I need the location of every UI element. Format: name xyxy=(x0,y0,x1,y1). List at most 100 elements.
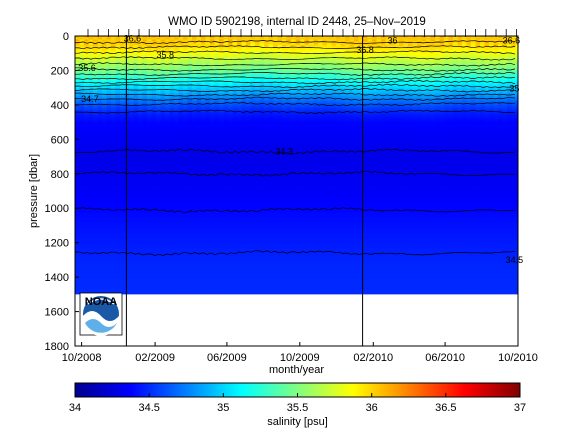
heatmap-cell xyxy=(115,85,121,89)
heatmap-cell xyxy=(84,271,89,275)
heatmap-cell xyxy=(75,251,80,254)
heatmap-cell xyxy=(102,161,107,164)
heatmap-cell xyxy=(106,170,112,173)
heatmap-cell xyxy=(88,275,94,278)
heatmap-cell xyxy=(88,222,94,225)
heatmap-cell xyxy=(75,110,80,113)
heatmap-cell xyxy=(84,85,89,89)
heatmap-cell xyxy=(115,115,121,118)
heatmap-cell xyxy=(124,84,130,87)
heatmap-cell xyxy=(115,204,121,207)
heatmap-cell xyxy=(129,227,134,230)
heatmap-cell xyxy=(124,230,130,233)
heatmap-cell xyxy=(93,160,98,163)
heatmap-cell xyxy=(84,113,89,116)
heatmap-cell xyxy=(93,194,98,197)
heatmap-cell xyxy=(111,180,116,183)
heatmap-cell xyxy=(111,113,116,116)
heatmap-cell xyxy=(106,266,112,269)
heatmap-cell xyxy=(115,103,121,106)
heatmap-cell xyxy=(84,36,89,39)
heatmap-cell xyxy=(106,147,112,151)
heatmap-cell xyxy=(111,270,116,273)
heatmap-cell xyxy=(84,247,89,250)
heatmap-cell xyxy=(129,49,134,52)
heatmap-cell xyxy=(124,118,130,121)
heatmap-cell xyxy=(79,91,85,94)
heatmap-cell xyxy=(124,234,130,237)
heatmap-cell xyxy=(106,154,112,157)
heatmap-cell xyxy=(106,67,112,70)
heatmap-cell xyxy=(75,111,80,114)
heatmap-cell xyxy=(79,215,85,218)
heatmap-cell xyxy=(102,278,107,281)
heatmap-cell xyxy=(97,108,103,111)
heatmap-cell xyxy=(75,292,80,295)
heatmap-cell xyxy=(124,172,130,175)
heatmap-cell xyxy=(111,89,116,92)
heatmap-cell xyxy=(93,115,98,118)
heatmap-cell xyxy=(102,101,107,104)
heatmap-cell xyxy=(88,227,94,230)
heatmap-cell xyxy=(79,110,85,113)
heatmap-cell xyxy=(88,106,94,109)
heatmap-cell xyxy=(88,142,94,145)
heatmap-cell xyxy=(106,175,112,178)
heatmap-cell xyxy=(124,149,130,152)
heatmap-cell xyxy=(115,160,121,163)
heatmap-cell xyxy=(93,158,98,161)
heatmap-cell xyxy=(79,115,85,118)
heatmap-cell xyxy=(93,240,98,244)
heatmap-cell xyxy=(88,216,94,219)
heatmap-cell xyxy=(79,280,85,283)
heatmap-cell xyxy=(115,46,121,49)
heatmap-cell xyxy=(115,68,121,71)
heatmap-cell xyxy=(129,60,134,63)
heatmap-cell xyxy=(111,172,116,175)
heatmap-cell xyxy=(129,242,134,245)
heatmap-cell xyxy=(129,194,134,197)
heatmap-cell xyxy=(124,187,130,190)
heatmap-cell xyxy=(79,139,85,142)
heatmap-cell xyxy=(120,108,125,111)
heatmap-cell xyxy=(88,209,94,213)
heatmap-cell xyxy=(106,60,112,63)
heatmap-cell xyxy=(106,127,112,130)
heatmap-cell xyxy=(97,127,103,130)
heatmap-cell xyxy=(75,184,80,187)
heatmap-cell xyxy=(93,37,98,40)
heatmap-cell xyxy=(75,44,80,47)
heatmap-cell xyxy=(115,247,121,250)
heatmap-cell xyxy=(97,189,103,192)
heatmap-cell xyxy=(102,201,107,204)
heatmap-cell xyxy=(124,166,130,170)
heatmap-cell xyxy=(115,263,121,266)
heatmap-cell xyxy=(111,79,116,82)
heatmap-cell xyxy=(97,285,103,288)
heatmap-cell xyxy=(120,132,125,135)
heatmap-cell xyxy=(129,209,134,213)
heatmap-cell xyxy=(102,218,107,221)
heatmap-cell xyxy=(129,113,134,116)
heatmap-cell xyxy=(88,113,94,116)
heatmap-cell xyxy=(115,37,121,40)
heatmap-cell xyxy=(97,182,103,185)
heatmap-cell xyxy=(115,206,121,209)
heatmap-cell xyxy=(93,258,98,261)
heatmap-cell xyxy=(84,79,89,82)
heatmap-cell xyxy=(115,201,121,204)
heatmap-cell xyxy=(102,84,107,87)
heatmap-cell xyxy=(75,134,80,137)
heatmap-cell xyxy=(75,108,80,111)
heatmap-cell xyxy=(84,63,89,66)
heatmap-cell xyxy=(111,265,116,268)
heatmap-cell xyxy=(93,91,98,94)
heatmap-cell xyxy=(106,51,112,54)
heatmap-cell xyxy=(111,177,116,180)
heatmap-cell xyxy=(93,120,98,123)
heatmap-cell xyxy=(79,268,85,271)
heatmap-cell xyxy=(115,163,121,166)
heatmap-cell xyxy=(129,122,134,125)
heatmap-cell xyxy=(79,173,85,176)
heatmap-cell xyxy=(97,54,103,58)
